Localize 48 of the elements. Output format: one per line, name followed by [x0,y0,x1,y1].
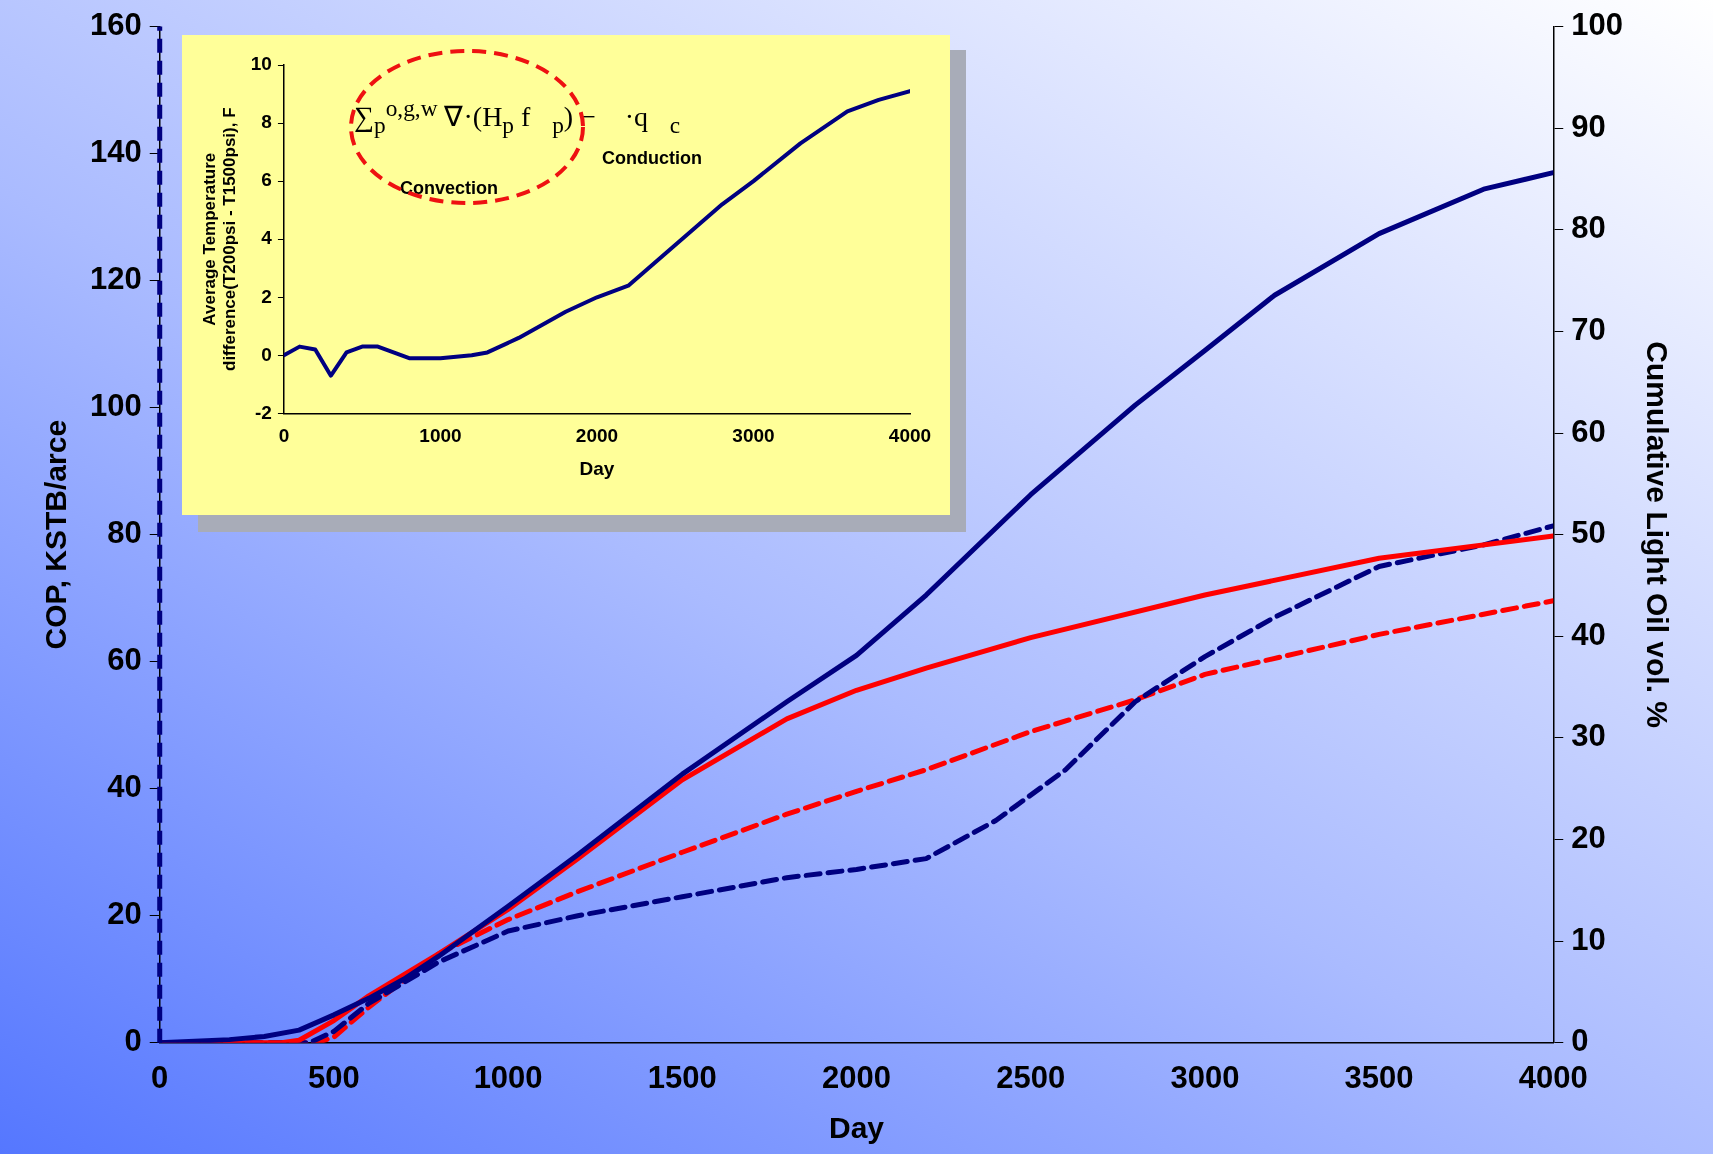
y-tick-label: 4 [261,227,273,249]
x-tick-label: 4000 [888,425,932,447]
y2-tick-label: 50 [1571,515,1606,551]
x-tick-label: 3000 [732,425,775,447]
x-tick-label: 3000 [1170,1059,1240,1095]
x-tick-label: 2000 [822,1059,891,1095]
annotation: Conduction [602,148,702,169]
y-tick-label: 120 [89,261,142,297]
y-tick-label: 20 [107,896,142,932]
y-tick-label: 6 [261,169,272,191]
y-tick-label: 160 [89,7,142,43]
x-tick-label: 0 [278,425,290,447]
y-tick-label: -2 [255,401,272,423]
y2-tick-label: 40 [1571,616,1606,652]
x-tick-label: 500 [308,1059,360,1095]
y-tick-label: 40 [107,769,142,805]
y-tick-label: 0 [124,1023,142,1059]
y2-tick-label: 90 [1571,108,1606,144]
y-axis-title: Average Temperature difference(T200psi - T1500psi), F [199,107,240,371]
x-tick-label: 1000 [473,1059,543,1095]
y-tick-label: 100 [89,388,142,424]
x-tick-label: 3500 [1344,1059,1414,1095]
y2-tick-label: 70 [1571,312,1606,348]
y2-axis-title: Cumulative Light Oil vol. % [1640,341,1674,729]
y-tick-label: 8 [261,111,272,133]
y2-tick-label: 30 [1571,718,1606,754]
annotation: Convection [400,178,499,199]
y2-tick-label: 80 [1571,210,1606,246]
y2-tick-label: 10 [1571,921,1606,957]
x-tick-label: 4000 [1518,1059,1588,1095]
y2-tick-label: 20 [1571,820,1606,856]
y2-tick-label: 100 [1571,7,1624,43]
x-axis-title: Day [828,1111,885,1145]
x-axis-title: Day [579,457,615,479]
y2-tick-label: 0 [1571,1023,1589,1059]
x-tick-label: 2500 [996,1059,1066,1095]
y-tick-label: 0 [261,343,272,365]
x-tick-label: 0 [151,1059,169,1095]
y-tick-label: 10 [250,53,272,75]
y-tick-label: 80 [107,515,142,551]
y-tick-label: 2 [261,285,272,307]
y-tick-label: 140 [89,134,142,170]
y-tick-label: 60 [107,642,142,678]
y-axis-title: COP, KSTB/arce [39,419,73,650]
y2-tick-label: 60 [1571,413,1606,449]
x-tick-label: 1500 [647,1059,717,1095]
x-tick-label: 1000 [419,425,462,447]
x-tick-label: 2000 [575,425,619,447]
